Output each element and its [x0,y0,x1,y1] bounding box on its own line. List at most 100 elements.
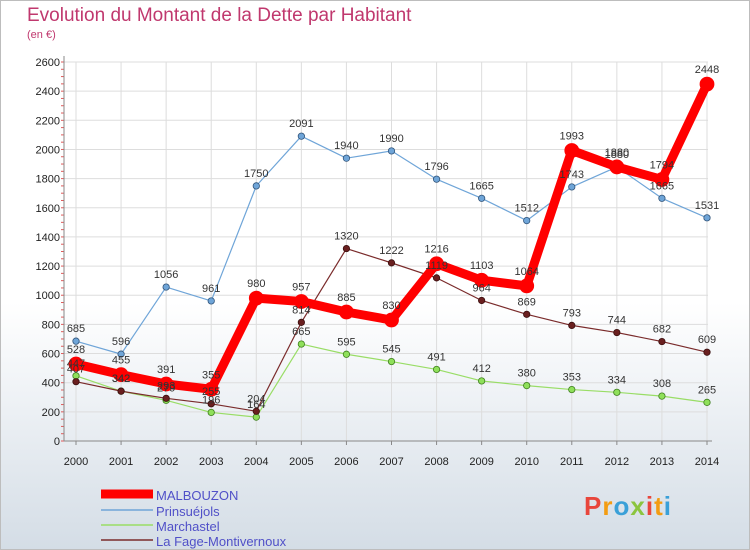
y-tick-label: 600 [42,349,60,361]
data-label: 545 [382,344,400,356]
data-point [478,377,486,385]
data-point [658,337,666,346]
data-point [207,297,215,305]
data-label: 685 [67,323,85,335]
data-point [117,387,125,395]
data-label: 293 [157,380,175,392]
legend-label: Marchastel [156,519,220,534]
data-point [387,357,396,366]
data-point [342,244,351,253]
data-label: 1103 [470,260,494,272]
data-label: 391 [157,364,175,376]
y-tick-label: 2400 [36,86,60,98]
data-point [162,394,170,402]
data-label: 1064 [514,266,538,278]
data-point [658,392,666,400]
chart-title: Evolution du Montant de la Dette par Hab… [27,5,412,26]
data-label: 491 [427,351,445,363]
x-tick-label: 2002 [154,456,178,468]
data-point [474,272,490,288]
data-point [384,312,399,328]
data-label: 265 [698,384,716,396]
data-label: 1794 [650,159,674,171]
data-point [699,76,715,92]
data-point [432,175,441,183]
data-point [203,381,219,397]
x-tick-label: 2014 [695,456,719,468]
grid-lines [64,61,708,442]
data-point [478,194,486,202]
data-label: 455 [112,355,130,367]
x-tick-label: 2004 [244,456,268,468]
x-tick-label: 2007 [379,456,403,468]
data-label: 407 [67,364,85,376]
x-tick-label: 2000 [64,456,88,468]
proxiti-logo: Proxiti [584,491,672,521]
data-point [387,259,396,267]
data-label: 744 [608,315,626,327]
data-point [297,318,305,326]
x-tick-label: 2009 [469,456,493,468]
data-point [252,182,260,190]
x-tick-label: 2011 [560,456,584,468]
data-label: 355 [202,369,220,381]
data-point [568,385,576,394]
data-point [207,408,215,417]
data-point [478,296,486,305]
data-point [519,278,535,294]
data-label: 204 [247,393,265,405]
data-point [248,290,264,306]
data-label: 1796 [424,161,448,173]
y-tick-label: 400 [42,378,60,390]
data-label: 964 [472,282,490,294]
y-tick-label: 0 [54,436,60,448]
y-tick-label: 1600 [36,203,60,215]
data-point [432,274,441,282]
data-point [72,337,80,345]
data-point [523,216,531,225]
data-point [387,147,396,155]
chart-subtitle: (en €) [27,29,56,41]
x-tick-label: 2001 [109,456,133,468]
data-label: 1665 [650,180,674,192]
data-point [523,382,531,390]
data-point [162,283,170,291]
x-tick-label: 2006 [334,456,358,468]
data-point [342,350,351,358]
data-label: 1993 [560,130,584,142]
data-point [297,132,305,140]
data-label: 1990 [379,133,403,145]
data-labels: 528 455 391 355 980 957 885 830 1216 1103 1064 1993… [67,64,719,411]
y-tick-label: 2200 [36,115,60,127]
data-label: 380 [518,368,536,380]
data-label: 1320 [334,231,358,243]
y-tick-label: 2600 [36,57,60,69]
data-point [429,256,444,272]
data-point [703,214,711,222]
data-label: 814 [292,304,310,316]
data-label: 1665 [469,180,493,192]
data-label: 961 [202,283,220,295]
data-label: 595 [337,336,355,348]
data-point [703,398,711,406]
data-label: 1940 [334,140,358,152]
data-point [654,172,670,187]
data-label: 957 [292,281,310,293]
data-label: 412 [472,363,490,375]
data-label: 255 [202,386,220,398]
data-point [613,328,621,337]
data-label: 2448 [695,64,719,76]
data-label: 1880 [605,147,629,159]
data-point [207,400,215,408]
data-label: 1222 [379,245,403,257]
legend-label: MALBOUZON [156,488,238,503]
data-label: 196 [202,394,220,406]
y-tick-label: 1800 [36,174,60,186]
data-label: 1880 [605,149,629,161]
axes: 0 200 400 600 800 1000 1200 1400 1600 1800 2000 220… [36,56,719,468]
data-point [293,294,309,309]
data-label: 528 [67,344,85,356]
data-label: 830 [382,300,400,312]
data-label: 164 [247,399,265,411]
